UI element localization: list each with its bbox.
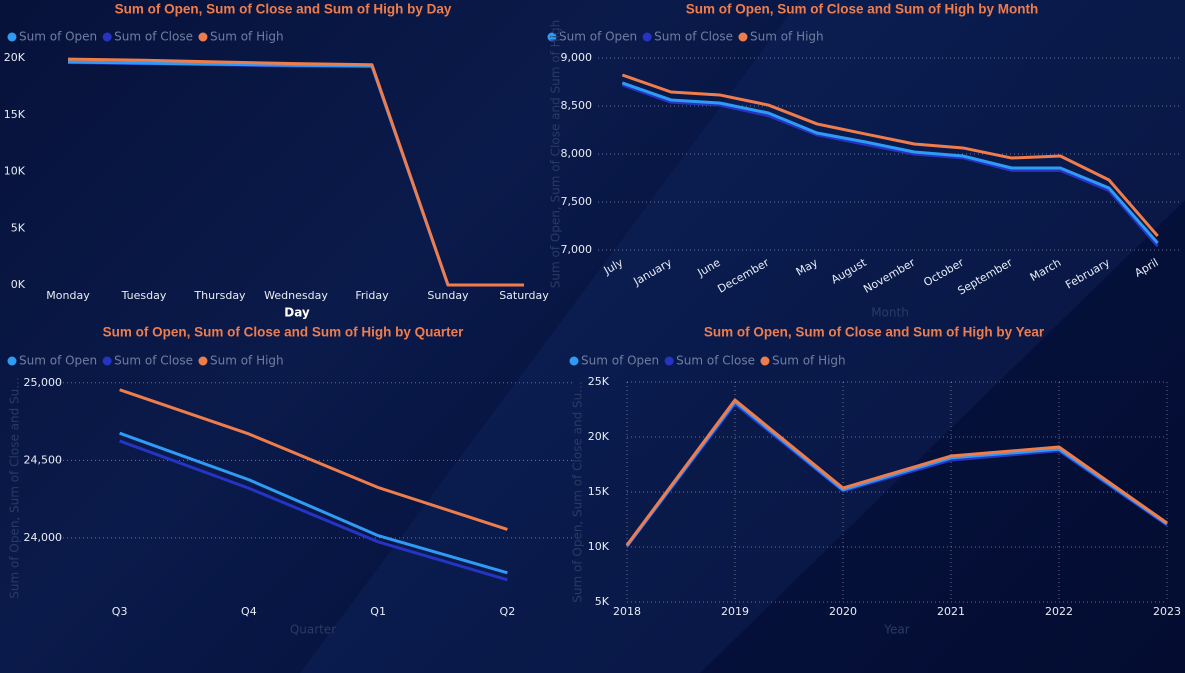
y-tick-label: 24,000 (24, 531, 63, 544)
legend-label: Sum of Open (19, 354, 97, 368)
y-tick-label: 8,500 (561, 99, 593, 112)
y-tick-label: 10K (4, 165, 26, 178)
backdrop-band (300, 0, 1185, 673)
legend-marker (102, 356, 112, 366)
x-tick-label: Q1 (370, 605, 386, 618)
y-axis-title: Sum of Open, Sum of Close and Sum of Hig… (549, 20, 563, 288)
legend-marker (102, 32, 112, 42)
legend-label: Sum of Open (559, 30, 637, 44)
legend-marker (738, 32, 748, 42)
x-tick-label: Friday (355, 289, 389, 302)
legend-label: Sum of Open (19, 30, 97, 44)
legend-marker (547, 32, 557, 42)
x-tick-label: Monday (46, 289, 90, 302)
y-tick-label: 5K (595, 595, 610, 608)
x-tick-label: 2019 (721, 605, 749, 618)
y-tick-label: 0K (11, 278, 26, 291)
y-tick-label: 15K (4, 108, 26, 121)
x-tick-label: Sunday (427, 289, 469, 302)
legend-marker (198, 356, 208, 366)
chart-title: Sum of Open, Sum of Close and Sum of Hig… (115, 2, 452, 17)
x-axis-title: Year (883, 623, 909, 637)
legend-label: Sum of Open (581, 354, 659, 368)
x-axis-title: Day (284, 306, 310, 320)
series-line (621, 83, 1159, 248)
y-tick-label: 9,000 (561, 51, 593, 64)
series-line (119, 431, 508, 575)
y-tick-label: 7,000 (561, 243, 593, 256)
x-tick-label: Saturday (499, 289, 549, 302)
x-axis-title: Quarter (290, 623, 336, 637)
y-tick-label: 25K (588, 375, 610, 388)
legend-label: Sum of Close (676, 354, 755, 368)
y-tick-label: 7,500 (561, 195, 593, 208)
x-tick-label: Q4 (241, 605, 257, 618)
series-line (621, 73, 1159, 237)
y-axis-title: Sum of Open, Sum of Close and Su... (571, 381, 585, 602)
series-line (621, 81, 1159, 244)
x-tick-label: 2018 (613, 605, 641, 618)
chart-title: Sum of Open, Sum of Close and Sum of Hig… (103, 325, 465, 340)
legend-marker (664, 356, 674, 366)
x-axis-title: Month (871, 306, 909, 320)
chart-title: Sum of Open, Sum of Close and Sum of Hig… (686, 2, 1039, 17)
legend-label: Sum of High (750, 30, 824, 44)
legend-label: Sum of High (210, 354, 284, 368)
y-tick-label: 20K (4, 51, 26, 64)
y-tick-label: 20K (588, 430, 610, 443)
legend-marker (198, 32, 208, 42)
x-tick-label: Thursday (193, 289, 246, 302)
legend-marker (760, 356, 770, 366)
x-tick-label: 2022 (1045, 605, 1073, 618)
x-tick-label: 2023 (1153, 605, 1181, 618)
legend-label: Sum of High (210, 30, 284, 44)
legend-label: Sum of Close (654, 30, 733, 44)
legend-label: Sum of High (772, 354, 846, 368)
y-tick-label: 24,500 (24, 453, 63, 466)
x-tick-label: Wednesday (264, 289, 328, 302)
x-tick-label: Tuesday (121, 289, 167, 302)
x-tick-label: Q3 (112, 605, 128, 618)
y-tick-label: 10K (588, 540, 610, 553)
series-line (119, 388, 508, 531)
y-tick-label: 5K (11, 221, 26, 234)
legend-marker (642, 32, 652, 42)
y-axis-title: Sum of Open, Sum of Close and Su... (8, 377, 22, 598)
y-tick-label: 25,000 (24, 376, 63, 389)
legend-label: Sum of Close (114, 354, 193, 368)
y-tick-label: 15K (588, 485, 610, 498)
legend-marker (569, 356, 579, 366)
chart-title: Sum of Open, Sum of Close and Sum of Hig… (704, 325, 1045, 340)
legend-marker (7, 356, 17, 366)
x-tick-label: 2020 (829, 605, 857, 618)
series-line (67, 57, 524, 287)
x-tick-label: Q2 (500, 605, 516, 618)
x-tick-label: 2021 (937, 605, 965, 618)
y-tick-label: 8,000 (561, 147, 593, 160)
legend-marker (7, 32, 17, 42)
series-line (625, 398, 1168, 546)
legend-label: Sum of Close (114, 30, 193, 44)
series-line (119, 439, 508, 582)
